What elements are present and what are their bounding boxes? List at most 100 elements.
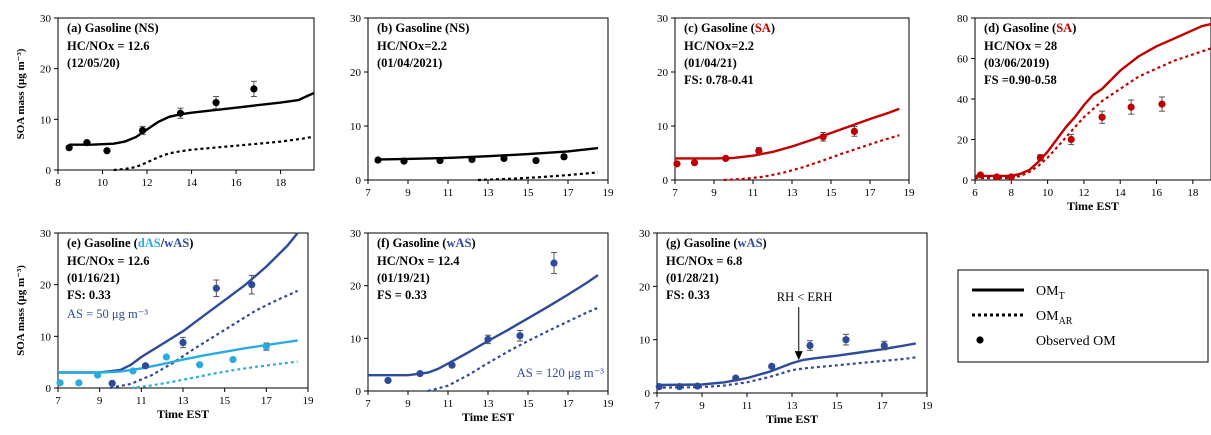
series-line-dotted	[657, 356, 916, 389]
x-tick-label: 9	[711, 187, 717, 199]
data-point	[819, 133, 827, 141]
x-tick-label: 13	[483, 398, 495, 410]
data-point	[141, 362, 150, 370]
panel-title-highlight: NS	[449, 21, 465, 35]
series-line-dotted	[130, 360, 298, 390]
x-tick-label: 18	[275, 177, 287, 189]
panel-info-line: (01/19/21)	[377, 271, 430, 285]
y-tick-label: 30	[639, 228, 651, 240]
panel-info-line: HC/NOx = 28	[984, 39, 1057, 53]
panel-info-line: (01/04/21)	[684, 56, 737, 70]
data-point	[806, 341, 814, 350]
data-point	[468, 155, 476, 164]
data-point	[83, 139, 91, 147]
x-tick-label: 7	[365, 187, 371, 199]
y-tick-label: 30	[40, 228, 52, 240]
x-tick-label: 9	[405, 187, 411, 199]
y-tick-label: 20	[639, 281, 651, 293]
x-tick-label: 13	[787, 187, 799, 199]
data-point	[1127, 103, 1135, 111]
data-point	[129, 367, 137, 375]
legend-label-sub: AR	[1059, 316, 1073, 327]
data-point	[732, 374, 740, 382]
panel-title-prefix: (b) Gasoline (	[377, 21, 449, 35]
chart-panel-c: 0 10 20 30 7 9 11 13 15 17 19 (c) Gasoline (SA) HC/N…	[657, 13, 915, 199]
x-tick-label: 8	[1009, 187, 1015, 199]
y-tick-label: 10	[657, 121, 669, 133]
x-tick-label: 13	[787, 400, 799, 412]
panel-title: (g) Gasoline (wAS)	[666, 236, 767, 250]
chart-panel-f: 0 10 20 30 7 9 11 13 15 17 19 Time EST (f) Gasoline …	[350, 228, 614, 424]
x-tick-label: 10	[1042, 187, 1054, 199]
y-tick-label: 0	[356, 386, 362, 398]
x-tick-label: 19	[603, 187, 615, 199]
x-tick-label: 11	[443, 187, 454, 199]
panel-title-highlight: dAS	[138, 236, 161, 250]
x-axis-label: Time EST	[766, 412, 818, 426]
chart-panel-b: 0 10 20 30 7 9 11 13 15 17 19 (b) Gasoline (NS) HC/N…	[350, 13, 614, 199]
x-tick-label: 19	[904, 187, 916, 199]
annotation-arrow-head	[794, 351, 803, 361]
data-point	[93, 371, 102, 379]
x-tick-label: 7	[672, 187, 678, 199]
y-tick-label: 20	[657, 67, 669, 79]
series-line-solid	[675, 107, 900, 160]
panels: 0 10 20 30 8 10 12 14 16 18 SOA mass (μg m⁻³) (a) G…	[15, 13, 1211, 426]
x-tick-label: 11	[748, 187, 759, 199]
x-tick-label: 9	[699, 400, 705, 412]
y-tick-label: 10	[350, 333, 362, 345]
legend-box	[957, 269, 1209, 363]
panel-info-line: HC/NOx = 12.6	[67, 39, 149, 53]
series-line-dotted	[723, 134, 900, 182]
series-line-dotted	[975, 47, 1211, 180]
x-tick-label: 13	[178, 395, 190, 407]
x-tick-label: 13	[483, 187, 495, 199]
panel-info-line: FS = 0.33	[377, 288, 427, 302]
panel-title-suffix: )	[763, 236, 767, 250]
data-point	[655, 383, 663, 391]
data-point	[880, 341, 888, 350]
y-tick-label: 0	[963, 175, 969, 187]
panel-title: (c) Gasoline (SA)	[684, 21, 775, 35]
data-point	[400, 157, 408, 165]
panel-title-highlight: wAS	[446, 236, 471, 250]
series-line-solid	[58, 232, 299, 374]
data-point	[976, 171, 985, 179]
data-point	[448, 361, 456, 369]
data-point	[693, 382, 702, 390]
data-point	[75, 379, 83, 387]
data-point	[212, 284, 220, 292]
x-axis-label: Time EST	[462, 410, 514, 424]
y-tick-label: 30	[657, 13, 669, 25]
panel-title: (d) Gasoline (SA)	[984, 21, 1076, 35]
data-point	[755, 147, 763, 155]
x-tick-label: 7	[654, 400, 660, 412]
data-point	[1067, 135, 1075, 144]
data-point	[176, 109, 185, 117]
data-point	[1098, 113, 1106, 121]
panel-title-suffix: )	[771, 21, 775, 35]
x-tick-label: 15	[523, 398, 535, 410]
x-tick-label: 19	[922, 400, 934, 412]
data-point	[384, 376, 392, 385]
panel-info-line: (03/06/2019)	[984, 56, 1049, 70]
y-tick-label: 0	[663, 175, 669, 187]
x-tick-label: 17	[563, 398, 575, 410]
y-tick-label: 20	[40, 64, 52, 76]
legend-label-sub: T	[1059, 291, 1065, 302]
legend-label-main: OM	[1036, 309, 1059, 324]
data-point	[248, 281, 256, 289]
x-tick-label: 15	[523, 187, 535, 199]
y-tick-label: 30	[350, 228, 362, 240]
panel-title-highlight: wAS	[738, 236, 763, 250]
x-tick-label: 15	[219, 395, 231, 407]
data-point	[722, 154, 730, 162]
chart-panel-e: 0 10 20 30 7 9 11 13 15 17 19 Time EST SOA mass (μg …	[15, 228, 314, 421]
data-point	[768, 362, 776, 370]
panel-info-line: (01/28/21)	[666, 271, 719, 285]
y-tick-label: 10	[40, 331, 52, 343]
panel-title-prefix: (e) Gasoline (	[67, 236, 138, 250]
panel-title-prefix: (c) Gasoline (	[684, 21, 755, 35]
series-line-dotted	[427, 306, 599, 393]
y-axis-label: SOA mass (μg m⁻³)	[15, 265, 27, 356]
